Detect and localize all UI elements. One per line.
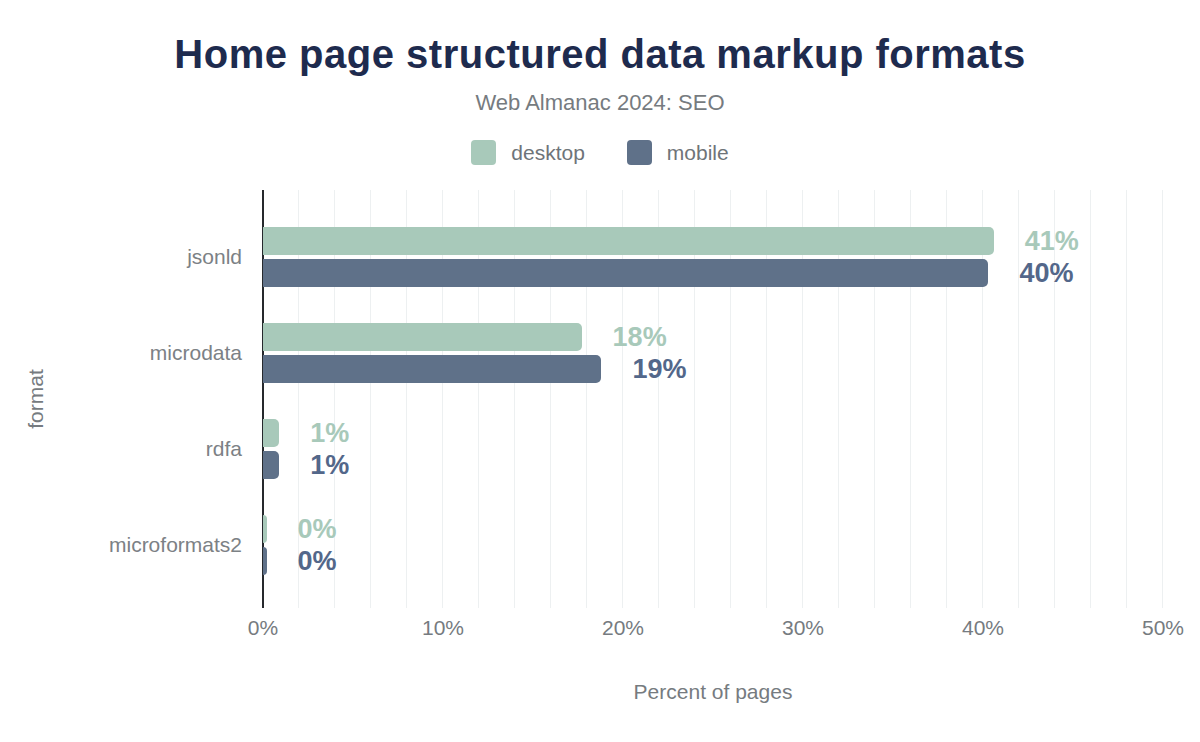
desktop-legend-swatch xyxy=(471,140,496,165)
category-label-rdfa: rdfa xyxy=(206,419,242,479)
category-label-jsonld: jsonld xyxy=(187,227,242,287)
mobile-bar-row: 40% xyxy=(263,259,1163,287)
x-tick-20%: 20% xyxy=(602,616,644,640)
desktop-value-label: 0% xyxy=(298,515,337,543)
x-tick-30%: 30% xyxy=(782,616,824,640)
mobile-bar-jsonld[interactable] xyxy=(263,259,988,287)
category-label-microdata: microdata xyxy=(150,323,242,383)
desktop-bar-row: 1% xyxy=(263,419,1163,447)
mobile-value-label: 0% xyxy=(298,547,337,575)
desktop-value-label: 1% xyxy=(310,419,349,447)
mobile-bar-microdata[interactable] xyxy=(263,355,601,383)
legend-item-mobile: mobile xyxy=(627,140,729,165)
category-label-microformats2: microformats2 xyxy=(109,515,242,575)
bar-group-rdfa: 1%1% xyxy=(263,419,1163,479)
bar-group-microformats2: 0%0% xyxy=(263,515,1163,575)
mobile-value-label: 40% xyxy=(1019,259,1073,287)
chart-title: Home page structured data markup formats xyxy=(0,32,1200,77)
bar-group-microdata: 18%19% xyxy=(263,323,1163,383)
desktop-bar-microdata[interactable] xyxy=(263,323,582,351)
x-axis-title: Percent of pages xyxy=(263,680,1163,704)
chart-subtitle: Web Almanac 2024: SEO xyxy=(0,90,1200,116)
mobile-value-label: 1% xyxy=(310,451,349,479)
plot-area: 41%40%18%19%1%1%0%0% xyxy=(263,190,1163,608)
x-tick-50%: 50% xyxy=(1142,616,1184,640)
desktop-bar-rdfa[interactable] xyxy=(263,419,279,447)
legend-label-mobile: mobile xyxy=(667,141,729,165)
desktop-bar-row: 18% xyxy=(263,323,1163,351)
x-tick-40%: 40% xyxy=(962,616,1004,640)
legend-label-desktop: desktop xyxy=(511,141,585,165)
desktop-bar-jsonld[interactable] xyxy=(263,227,994,255)
x-axis-ticks: 0%10%20%30%40%50% xyxy=(263,616,1163,644)
desktop-bar-microformats2[interactable] xyxy=(263,515,267,543)
mobile-legend-swatch xyxy=(627,140,652,165)
mobile-bar-row: 19% xyxy=(263,355,1163,383)
bar-group-jsonld: 41%40% xyxy=(263,227,1163,287)
legend: desktop mobile xyxy=(0,140,1200,165)
desktop-bar-row: 41% xyxy=(263,227,1163,255)
mobile-value-label: 19% xyxy=(632,355,686,383)
mobile-bar-row: 1% xyxy=(263,451,1163,479)
x-tick-10%: 10% xyxy=(422,616,464,640)
legend-item-desktop: desktop xyxy=(471,140,585,165)
mobile-bar-microformats2[interactable] xyxy=(263,547,267,575)
category-labels: jsonld microdata rdfa microformats2 xyxy=(0,190,252,608)
desktop-bar-row: 0% xyxy=(263,515,1163,543)
desktop-value-label: 41% xyxy=(1025,227,1079,255)
mobile-bar-row: 0% xyxy=(263,547,1163,575)
x-tick-0%: 0% xyxy=(248,616,278,640)
desktop-value-label: 18% xyxy=(613,323,667,351)
mobile-bar-rdfa[interactable] xyxy=(263,451,279,479)
